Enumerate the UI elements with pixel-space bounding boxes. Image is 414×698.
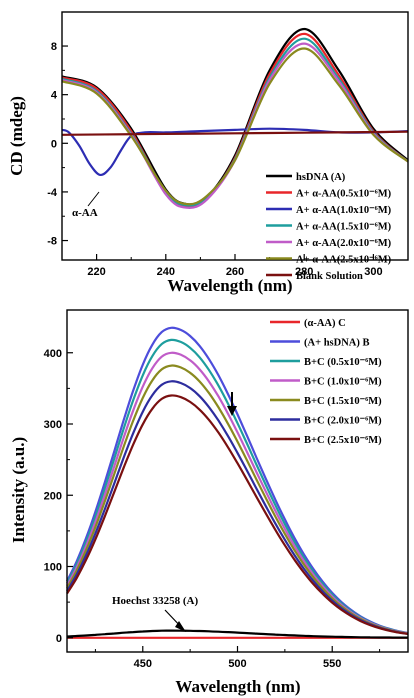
- fluorescence-x-tick-label: 450: [134, 658, 152, 670]
- fluorescence-x-tick-label: 550: [323, 658, 341, 670]
- cd-y-tick-label: 0: [51, 138, 57, 150]
- fluorescence-legend-label-b-c-2-5x10-m: B+C (2.5x10⁻⁶M): [304, 435, 382, 446]
- fluorescence-legend-label-b-c-0-5x10-m: B+C (0.5x10⁻⁶M): [304, 357, 382, 368]
- fluorescence-series-line-b-c-2-0x10-m: [66, 380, 409, 635]
- fluorescence-annotation-hoechst: Hoechst 33258 (A): [112, 595, 198, 607]
- fluorescence-legend: (α-AA) C (A+ hsDNA) B B+C (0.5x10⁻⁶M) B+C (…: [270, 318, 382, 446]
- cd-legend: hsDNA (A) A+ α-AA(0.5x10⁻⁶M) A+ α-AA(1.0x1…: [266, 172, 392, 282]
- fluorescence-legend-label-b-c-1-5x10-m: B+C (1.5x10⁻⁶M): [304, 396, 382, 407]
- cd-legend-label-blank-solution: Blank Solution: [296, 271, 363, 282]
- fluorescence-panel: 450 500 550 0 100 200 300 400 Wavelength (nm) I…: [9, 309, 409, 696]
- cd-series-line-a-aa-1-5x10-m: [61, 37, 409, 207]
- cd-series-line-a-aa-2-5x10-m: [61, 47, 409, 206]
- cd-legend-label-a-aa-1-5x10-m: A+ α-AA(1.5x10⁻⁶M): [296, 222, 392, 233]
- hoechst-arrowhead-icon: [175, 621, 186, 632]
- cd-y-tick-label: 4: [51, 90, 58, 102]
- cd-y-tick-label: -8: [47, 236, 57, 248]
- fluorescence-y-tick-label: 400: [44, 348, 62, 360]
- cd-annotation-alpha-aa: α-AA: [72, 207, 98, 219]
- cd-x-axis-label: Wavelength (nm): [167, 276, 292, 295]
- cd-series-line-a-aa-1-0x10-m: [61, 127, 409, 177]
- cd-series-line-a-aa-0-5x10-m: [61, 32, 409, 208]
- cd-x-tick-label: 220: [87, 266, 105, 278]
- cd-y-tick-label: 8: [51, 41, 57, 53]
- cd-y-tick-label: -4: [47, 187, 58, 199]
- fluorescence-y-axis-label: Intensity (a.u.): [9, 437, 28, 543]
- fluorescence-legend-label-a-hsdna-b: (A+ hsDNA) B: [304, 338, 370, 349]
- cd-x-tick-label: 260: [226, 266, 244, 278]
- cd-legend-label-hsdna-a: hsDNA (A): [296, 172, 346, 183]
- cd-series-line-hsdna-a: [61, 27, 409, 206]
- cd-legend-label-a-aa-0-5x10-m: A+ α-AA(0.5x10⁻⁶M): [296, 189, 392, 200]
- cd-x-tick-label: 300: [364, 266, 382, 278]
- cd-annotation-pointer: [87, 191, 100, 207]
- fluorescence-x-tick-label: 500: [228, 658, 246, 670]
- fluorescence-legend-label-b-c-2-0x10-m: B+C (2.0x10⁻⁶M): [304, 416, 382, 427]
- fluorescence-y-tick-label: 100: [44, 562, 62, 574]
- cd-y-axis-label: CD (mdeg): [7, 96, 26, 176]
- quenching-arrow-down-icon: [227, 406, 237, 416]
- cd-legend-label-a-aa-1-0x10-m: A+ α-AA(1.0x10⁻⁶M): [296, 205, 392, 216]
- cd-spectrum-panel: 220 240 260 280 300 -8 -4 0 4 8 Wavelength (nm) C…: [7, 11, 409, 295]
- cd-x-tick-label: 280: [295, 266, 313, 278]
- fluorescence-legend-label-aa-c: (α-AA) C: [304, 318, 346, 329]
- fluorescence-y-tick-label: 200: [44, 490, 62, 502]
- fluorescence-series-line-hoechst: [66, 629, 409, 639]
- fluorescence-series-line-b-c-2-5x10-m: [66, 394, 409, 636]
- cd-series-lines: [61, 27, 409, 209]
- fluorescence-y-tick-label: 300: [44, 419, 62, 431]
- fluorescence-series-lines: [66, 326, 409, 639]
- fluorescence-legend-label-b-c-1-0x10-m: B+C (1.0x10⁻⁶M): [304, 377, 382, 388]
- fluorescence-series-line-b-c-1-5x10-m: [66, 364, 409, 635]
- fluorescence-series-line-b-c-1-0x10-m: [66, 351, 409, 635]
- cd-axes: 220 240 260 280 300 -8 -4 0 4 8: [47, 41, 409, 278]
- cd-x-tick-label: 240: [157, 266, 175, 278]
- cd-legend-label-a-aa-2-0x10-m: A+ α-AA(2.0x10⁻⁶M): [296, 238, 392, 249]
- cd-series-line-a-aa-2-0x10-m: [61, 42, 409, 209]
- fluorescence-y-tick-label: 0: [56, 633, 62, 645]
- cd-legend-label-a-aa-2-5x10-m: A+ α-AA(2.5x10⁻⁶M): [296, 255, 392, 266]
- fluorescence-x-axis-label: Wavelength (nm): [175, 677, 300, 696]
- cd-series-line-blank-solution: [61, 130, 409, 136]
- fluorescence-axes: 450 500 550 0 100 200 300 400: [44, 348, 381, 670]
